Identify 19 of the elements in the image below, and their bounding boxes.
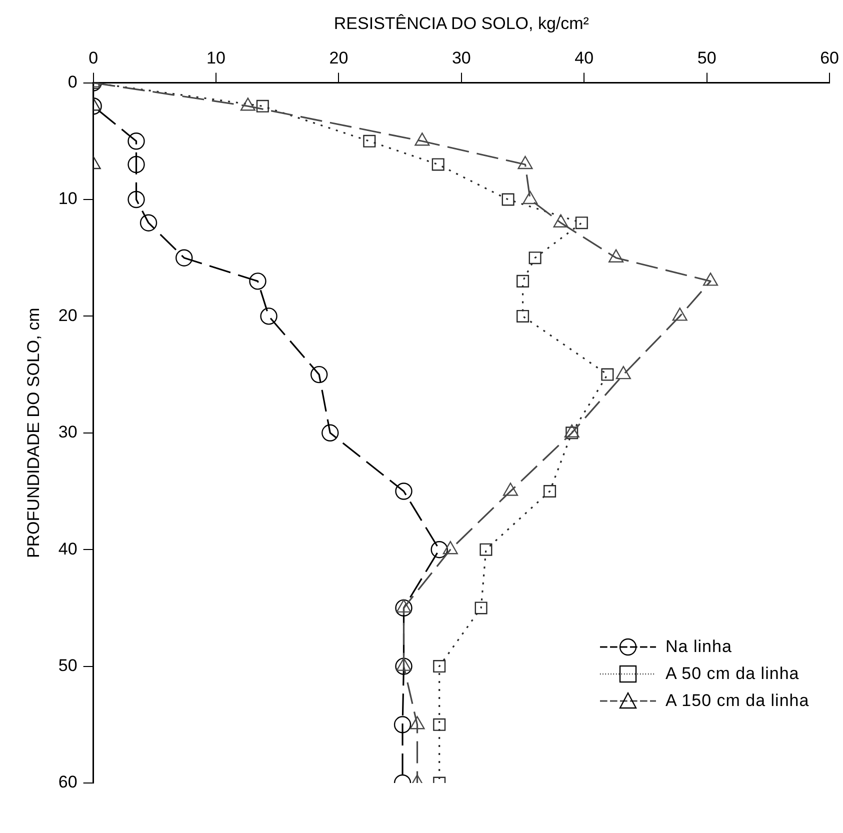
x-tick-label: 0 [88, 48, 98, 68]
x-tick-label: 60 [820, 48, 840, 68]
y-tick-label: 30 [58, 422, 78, 442]
x-axis-title: RESISTÊNCIA DO SOLO, kg/cm² [334, 14, 590, 33]
y-tick-label: 50 [58, 656, 78, 675]
x-tick-label: 10 [206, 48, 226, 68]
y-tick-label: 20 [58, 306, 78, 325]
x-tick-label: 50 [697, 48, 716, 68]
y-tick-label: 0 [68, 72, 78, 92]
x-tick-label: 20 [329, 48, 348, 68]
y-tick-label: 10 [58, 189, 78, 208]
y-axis-title: PROFUNDIDADE DO SOLO, cm [24, 308, 43, 558]
x-tick-label: 40 [574, 48, 594, 68]
legend-label: Na linha [666, 636, 732, 656]
y-tick-label: 60 [58, 772, 78, 792]
x-tick-label: 30 [452, 48, 471, 68]
y-tick-label: 40 [58, 539, 78, 558]
legend-label: A 150 cm da linha [666, 690, 810, 710]
legend-label: A 50 cm da linha [666, 664, 800, 684]
